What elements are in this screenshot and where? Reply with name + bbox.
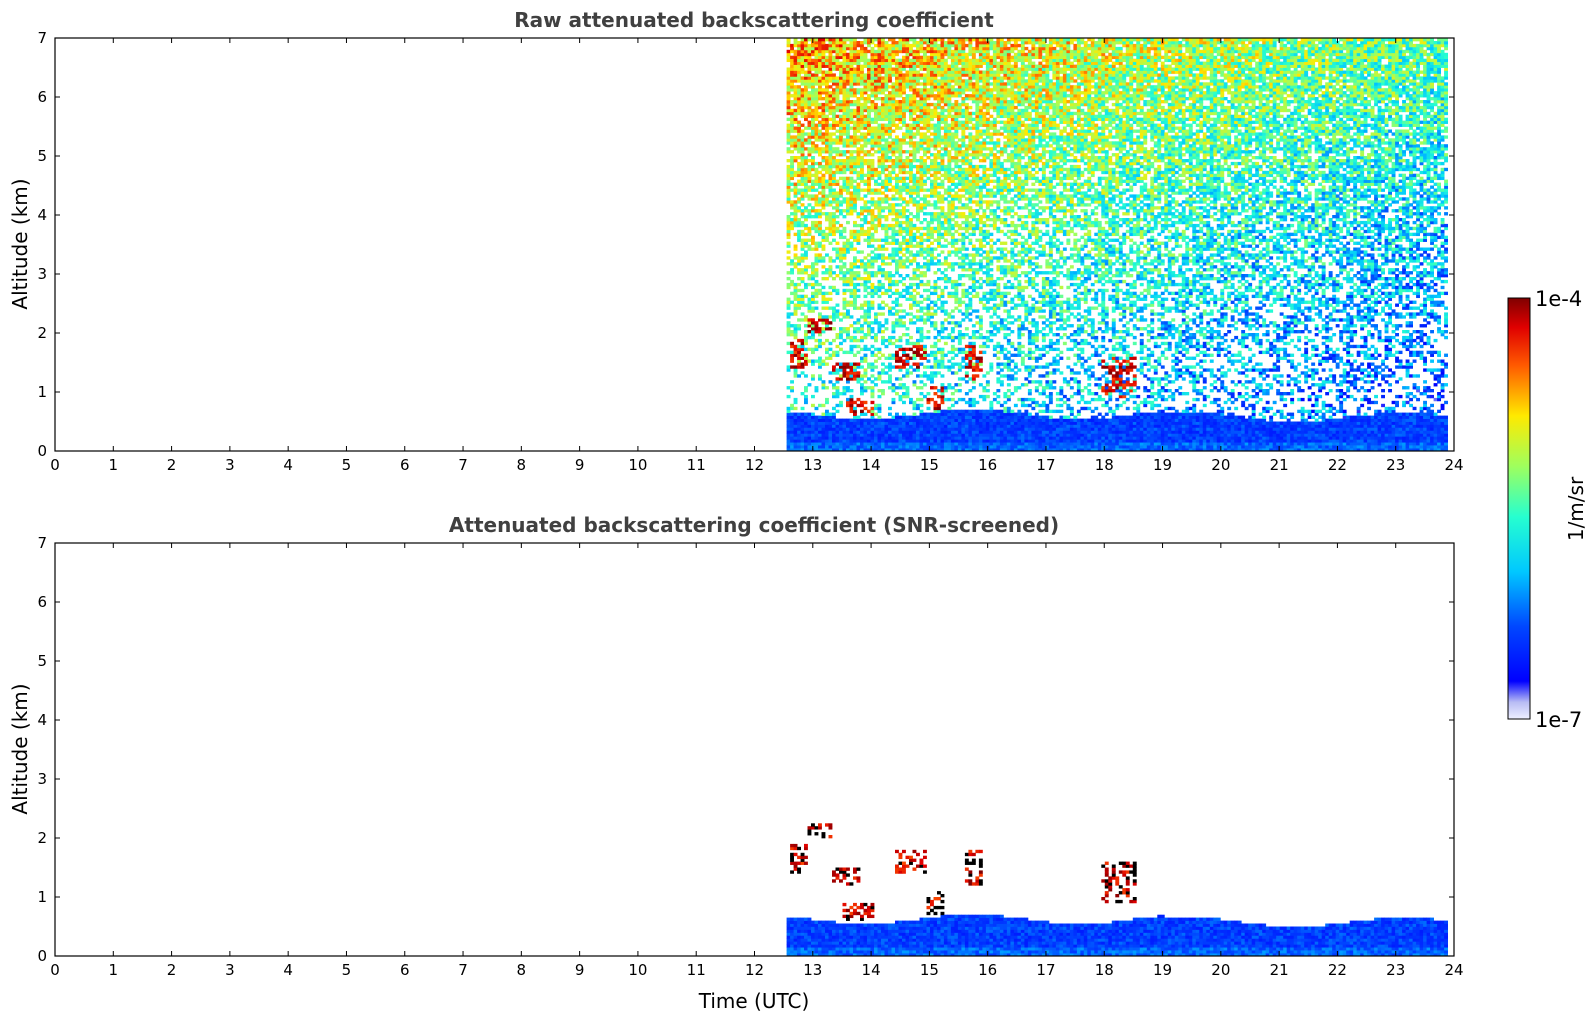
screened-panel-title: Attenuated backscattering coefficient (S… bbox=[449, 513, 1059, 537]
x-tick-label: 24 bbox=[1444, 456, 1463, 474]
x-tick-label: 16 bbox=[978, 961, 997, 979]
x-tick-label: 15 bbox=[920, 961, 939, 979]
x-tick-label: 6 bbox=[400, 961, 410, 979]
raw-panel: Raw attenuated backscattering coefficien… bbox=[8, 8, 1464, 474]
x-tick-label: 4 bbox=[283, 961, 293, 979]
y-tick-label: 5 bbox=[37, 652, 47, 670]
x-tick-label: 1 bbox=[109, 961, 119, 979]
colorbar-gradient bbox=[1507, 297, 1531, 720]
x-tick-label: 1 bbox=[109, 456, 119, 474]
x-tick-label: 10 bbox=[628, 456, 647, 474]
x-tick-label: 20 bbox=[1211, 456, 1230, 474]
x-tick-label: 3 bbox=[225, 961, 235, 979]
x-tick-label: 0 bbox=[50, 961, 60, 979]
screened-ylabel: Altitude (km) bbox=[8, 683, 32, 814]
y-tick-label: 6 bbox=[37, 593, 47, 611]
x-tick-label: 19 bbox=[1153, 456, 1172, 474]
x-tick-label: 5 bbox=[342, 961, 352, 979]
x-tick-label: 24 bbox=[1444, 961, 1463, 979]
y-tick-label: 1 bbox=[37, 383, 47, 401]
x-tick-label: 5 bbox=[342, 456, 352, 474]
x-tick-label: 11 bbox=[687, 456, 706, 474]
raw-axes-ticks: 0 1 2 3 4 5 6 7 8 9 10 11 12 13 14 15 16 17 18 19 20 21 22 23 24… bbox=[37, 29, 1463, 474]
y-tick-label: 4 bbox=[37, 206, 47, 224]
y-tick-label: 3 bbox=[37, 770, 47, 788]
y-tick-label: 6 bbox=[37, 88, 47, 106]
x-tick-label: 23 bbox=[1386, 456, 1405, 474]
x-tick-label: 18 bbox=[1095, 456, 1114, 474]
x-tick-label: 17 bbox=[1036, 456, 1055, 474]
x-tick-label: 7 bbox=[458, 961, 468, 979]
x-tick-label: 2 bbox=[167, 456, 177, 474]
y-tick-label: 4 bbox=[37, 711, 47, 729]
x-tick-label: 4 bbox=[283, 456, 293, 474]
x-tick-label: 19 bbox=[1153, 961, 1172, 979]
x-tick-label: 14 bbox=[862, 456, 881, 474]
y-tick-label: 0 bbox=[37, 947, 47, 965]
y-tick-label: 2 bbox=[37, 829, 47, 847]
colorbar-label: 1/m/sr bbox=[1564, 476, 1588, 541]
x-tick-label: 13 bbox=[803, 456, 822, 474]
raw-panel-title: Raw attenuated backscattering coefficien… bbox=[514, 8, 994, 32]
x-tick-label: 3 bbox=[225, 456, 235, 474]
x-tick-label: 10 bbox=[628, 961, 647, 979]
x-tick-label: 22 bbox=[1328, 456, 1347, 474]
x-tick-label: 8 bbox=[517, 961, 527, 979]
colorbar-max-label: 1e-4 bbox=[1535, 287, 1582, 311]
x-tick-label: 11 bbox=[687, 961, 706, 979]
x-tick-label: 17 bbox=[1036, 961, 1055, 979]
x-tick-label: 16 bbox=[978, 456, 997, 474]
x-tick-label: 12 bbox=[745, 456, 764, 474]
x-tick-label: 9 bbox=[575, 961, 585, 979]
x-tick-label: 21 bbox=[1270, 456, 1289, 474]
y-tick-label: 7 bbox=[37, 29, 47, 47]
y-tick-label: 2 bbox=[37, 324, 47, 342]
x-tick-label: 8 bbox=[517, 456, 527, 474]
x-tick-label: 14 bbox=[862, 961, 881, 979]
xlabel: Time (UTC) bbox=[698, 989, 810, 1013]
screened-panel: Attenuated backscattering coefficient (S… bbox=[8, 513, 1464, 1013]
x-tick-label: 21 bbox=[1270, 961, 1289, 979]
y-tick-label: 0 bbox=[37, 442, 47, 460]
screened-backscatter-image bbox=[786, 823, 1448, 956]
raw-ylabel: Altitude (km) bbox=[8, 178, 32, 309]
screened-plot-frame bbox=[54, 542, 1455, 957]
y-tick-label: 1 bbox=[37, 888, 47, 906]
x-tick-label: 22 bbox=[1328, 961, 1347, 979]
y-tick-label: 3 bbox=[37, 265, 47, 283]
x-tick-label: 12 bbox=[745, 961, 764, 979]
x-tick-label: 9 bbox=[575, 456, 585, 474]
colorbar-min-label: 1e-7 bbox=[1535, 708, 1582, 732]
colorbar: 1e-4 1e-7 1/m/sr bbox=[1507, 287, 1588, 732]
x-tick-label: 20 bbox=[1211, 961, 1230, 979]
x-tick-label: 23 bbox=[1386, 961, 1405, 979]
x-tick-label: 7 bbox=[458, 456, 468, 474]
y-tick-label: 5 bbox=[37, 147, 47, 165]
x-tick-label: 13 bbox=[803, 961, 822, 979]
screened-axes-ticks: 0 1 2 3 4 5 6 7 8 9 10 11 12 13 14 15 16 17 18 19 20 21 22 23 24… bbox=[37, 534, 1463, 979]
x-tick-label: 0 bbox=[50, 456, 60, 474]
x-tick-label: 15 bbox=[920, 456, 939, 474]
x-tick-label: 18 bbox=[1095, 961, 1114, 979]
y-tick-label: 7 bbox=[37, 534, 47, 552]
x-tick-label: 6 bbox=[400, 456, 410, 474]
x-tick-label: 2 bbox=[167, 961, 177, 979]
raw-backscatter-image bbox=[786, 38, 1448, 451]
